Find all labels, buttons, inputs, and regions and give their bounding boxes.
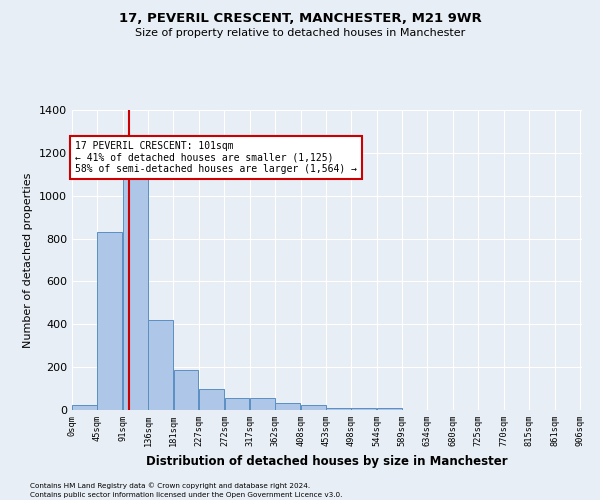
Bar <box>250 398 275 410</box>
Bar <box>326 408 351 410</box>
Bar <box>275 402 300 410</box>
Bar <box>199 388 224 410</box>
Text: 17, PEVERIL CRESCENT, MANCHESTER, M21 9WR: 17, PEVERIL CRESCENT, MANCHESTER, M21 9W… <box>119 12 481 26</box>
Bar <box>352 408 376 410</box>
X-axis label: Distribution of detached houses by size in Manchester: Distribution of detached houses by size … <box>146 454 508 468</box>
Text: 17 PEVERIL CRESCENT: 101sqm
← 41% of detached houses are smaller (1,125)
58% of : 17 PEVERIL CRESCENT: 101sqm ← 41% of det… <box>75 141 357 174</box>
Bar <box>377 408 402 410</box>
Bar <box>72 404 97 410</box>
Bar <box>224 398 250 410</box>
Bar <box>97 232 122 410</box>
Text: Contains public sector information licensed under the Open Government Licence v3: Contains public sector information licen… <box>30 492 343 498</box>
Text: Contains HM Land Registry data © Crown copyright and database right 2024.: Contains HM Land Registry data © Crown c… <box>30 482 310 489</box>
Bar <box>123 178 148 410</box>
Bar <box>301 406 326 410</box>
Bar <box>148 320 173 410</box>
Bar <box>173 370 199 410</box>
Y-axis label: Number of detached properties: Number of detached properties <box>23 172 34 348</box>
Text: Size of property relative to detached houses in Manchester: Size of property relative to detached ho… <box>135 28 465 38</box>
